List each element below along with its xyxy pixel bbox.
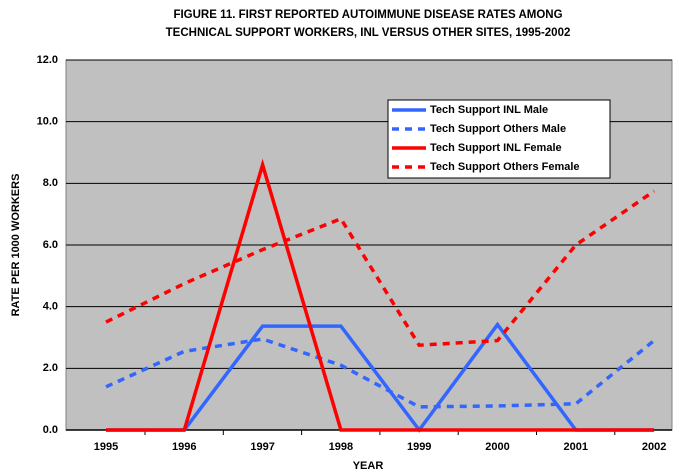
legend-label: Tech Support Others Male: [430, 123, 566, 135]
x-tick-label: 2001: [564, 441, 588, 453]
x-axis-label: YEAR: [353, 460, 384, 472]
x-tick-label: 1996: [172, 441, 196, 453]
series-line: [105, 337, 656, 409]
y-tick-label: 6.0: [43, 239, 58, 251]
y-tick-label: 10.0: [37, 116, 58, 128]
legend-box: [387, 99, 611, 179]
x-tick-label: 1999: [407, 441, 431, 453]
x-tick-label: 1998: [329, 441, 353, 453]
legend-label: Tech Support Others Female: [430, 161, 580, 173]
y-tick-label: 2.0: [43, 362, 58, 374]
chart-title: TECHNICAL SUPPORT WORKERS, INL VERSUS OT…: [166, 27, 571, 39]
x-tick-label: 2000: [485, 441, 509, 453]
y-tick-label: 12.0: [37, 54, 58, 66]
y-tick-label: 8.0: [43, 177, 58, 189]
chart-title: FIGURE 11. FIRST REPORTED AUTOIMMUNE DIS…: [173, 9, 562, 21]
legend-label: Tech Support INL Male: [430, 104, 548, 116]
y-axis-label: RATE PER 1000 WORKERS: [10, 174, 22, 317]
series-line: [106, 158, 655, 432]
series-line: [105, 189, 656, 348]
series-line: [106, 321, 655, 433]
x-tick-label: 1997: [250, 441, 274, 453]
x-tick-label: 1995: [94, 441, 118, 453]
x-tick-label: 2002: [642, 441, 666, 453]
legend-label: Tech Support INL Female: [430, 142, 562, 154]
y-tick-label: 4.0: [43, 301, 58, 313]
y-tick-label: 0.0: [43, 424, 58, 436]
